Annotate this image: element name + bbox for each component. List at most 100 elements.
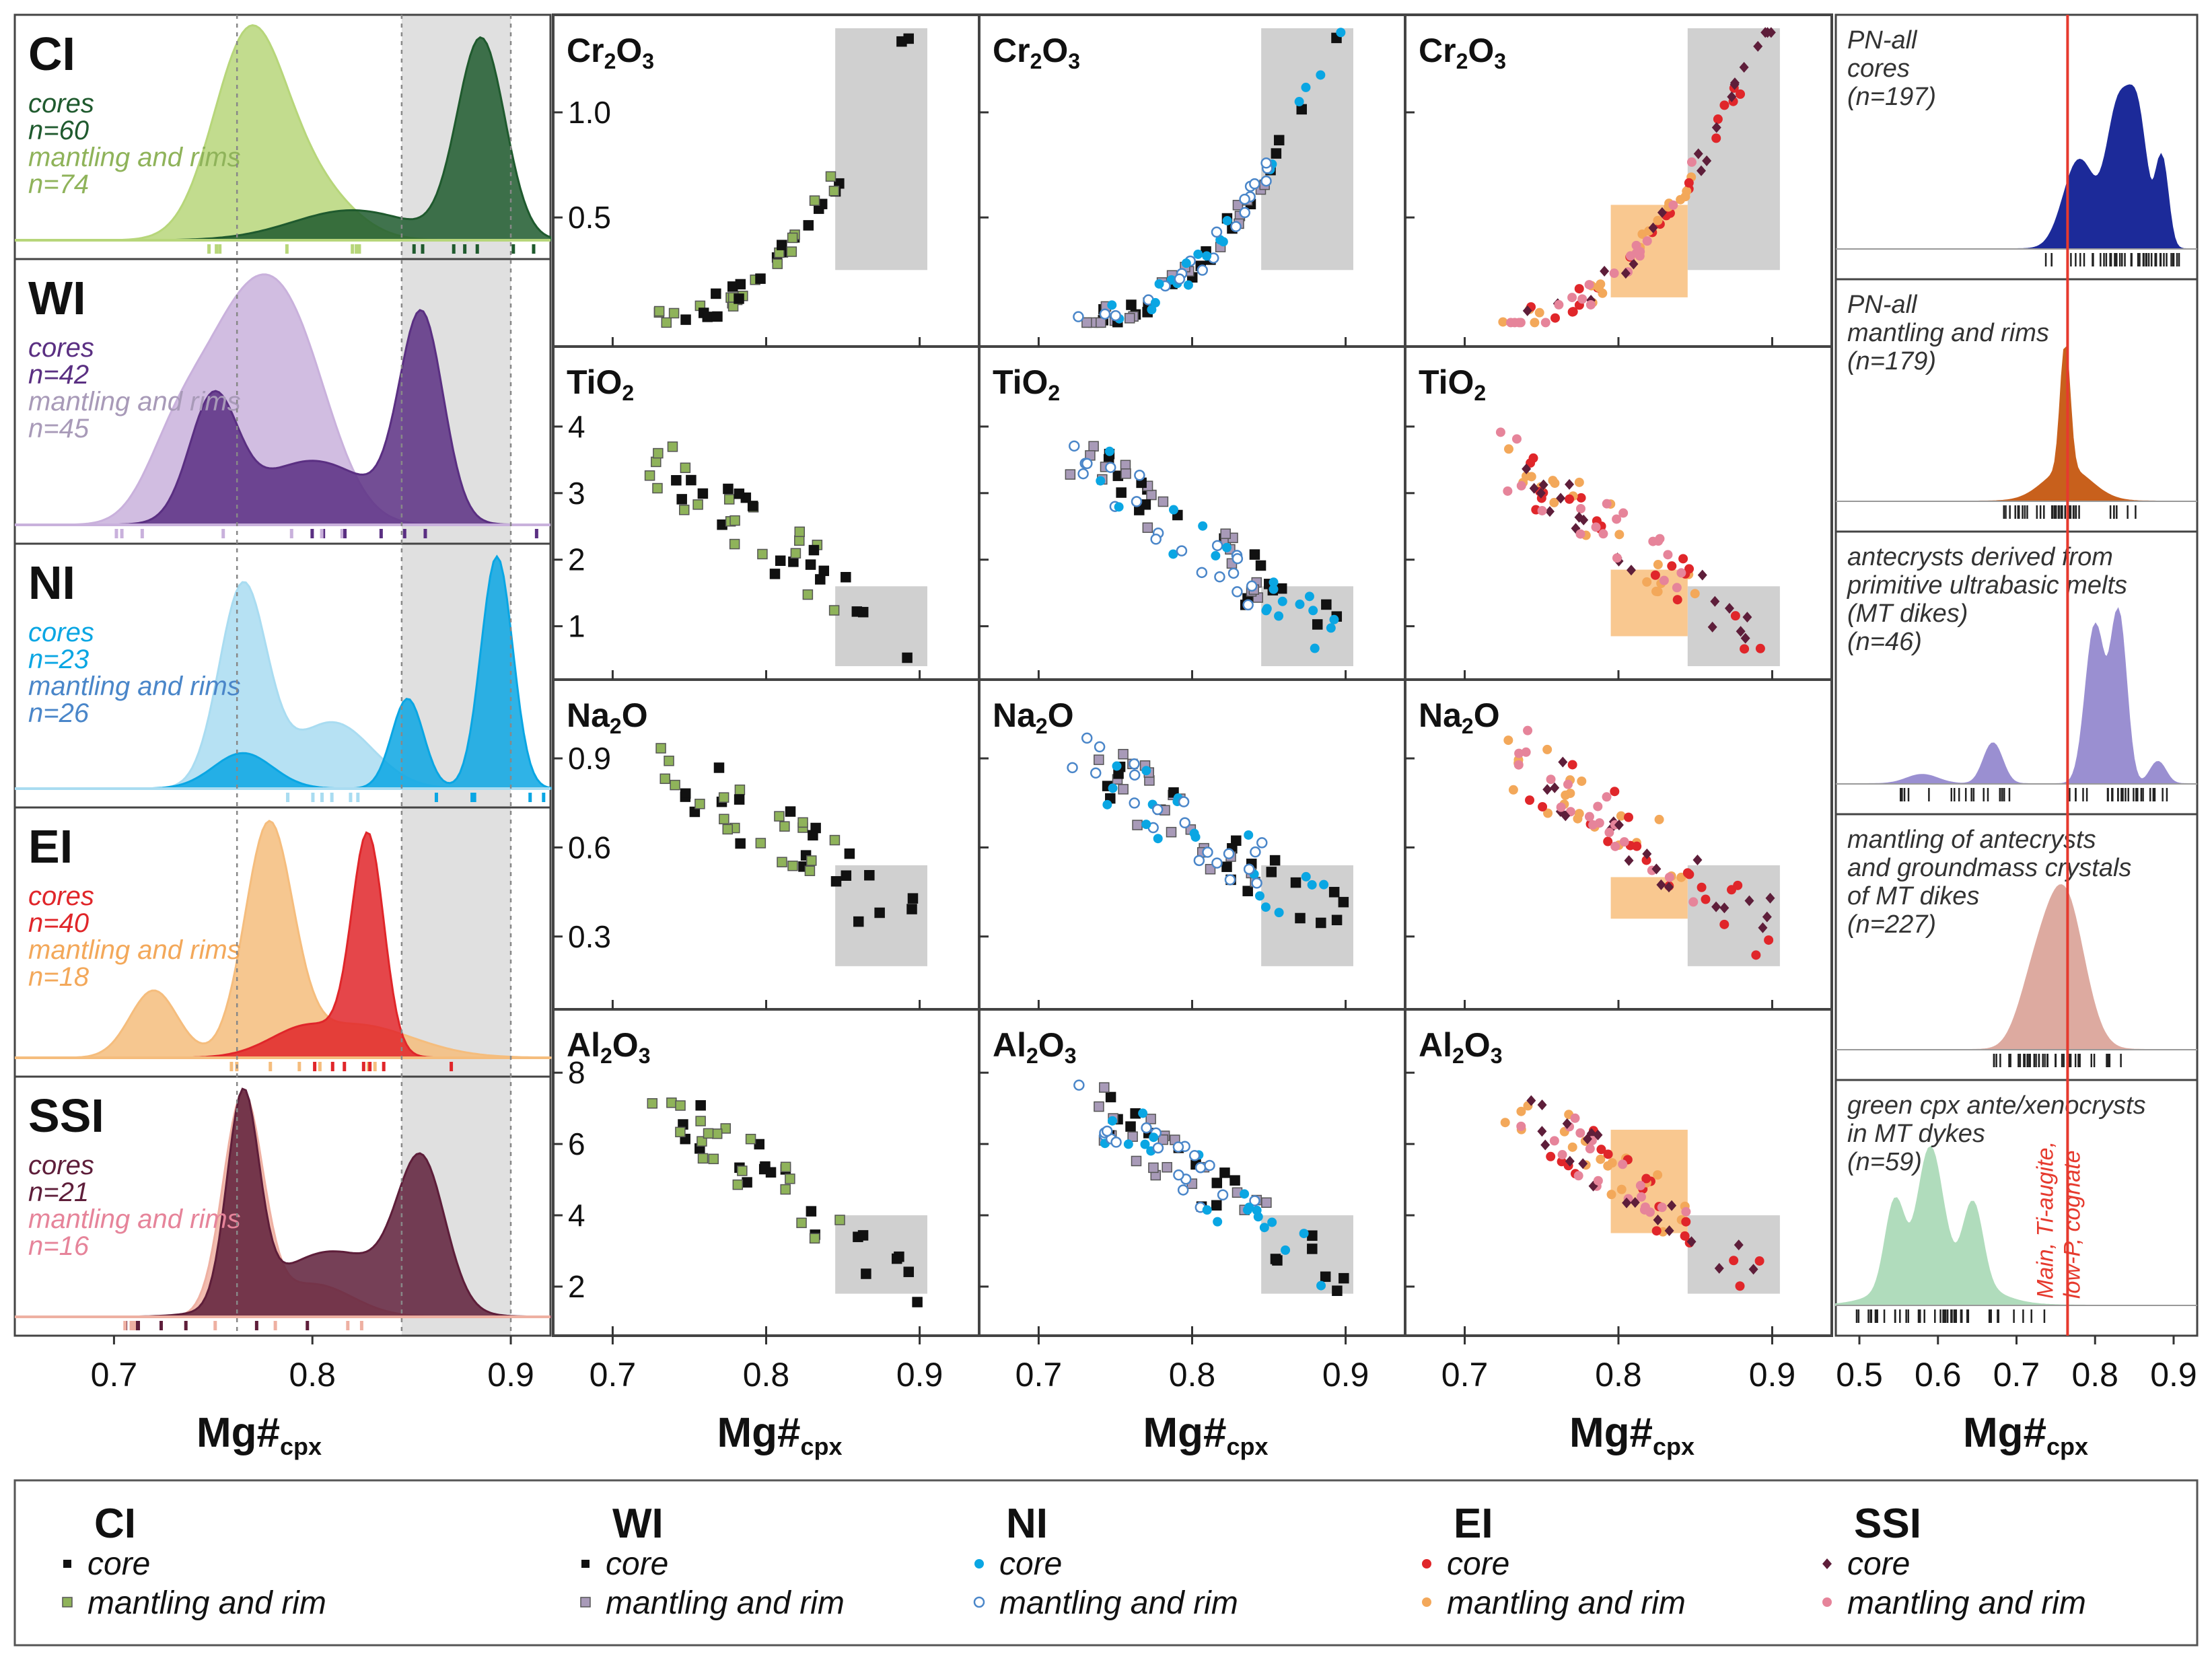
core-point xyxy=(1260,902,1271,912)
rim-point xyxy=(779,821,790,832)
rim-point xyxy=(1567,293,1577,303)
core-n-label: n=23 xyxy=(28,645,89,674)
rim-point xyxy=(1152,1142,1164,1154)
core-point xyxy=(1764,935,1774,945)
oxide-label-mid: O xyxy=(1042,32,1068,69)
rim-point xyxy=(1574,477,1584,487)
core-point xyxy=(1664,1225,1674,1237)
rim-point xyxy=(1616,811,1626,821)
oxide-subscript: 2 xyxy=(1030,49,1042,73)
core-label: cores xyxy=(28,1151,94,1180)
oxide-label: Al2O3 xyxy=(1419,1026,1503,1068)
rug-tick xyxy=(361,1062,365,1071)
oxide-label-mid: O xyxy=(1038,1026,1065,1064)
rim-point xyxy=(1176,545,1188,556)
core-point xyxy=(1332,1285,1343,1296)
core-point xyxy=(1667,1200,1677,1211)
core-point xyxy=(1762,27,1773,38)
core-point xyxy=(1620,268,1631,279)
core-point xyxy=(1733,880,1743,890)
x-tick-label: 0.9 xyxy=(2150,1356,2197,1394)
core-point xyxy=(841,870,852,881)
oxide-label-mid: O xyxy=(1468,32,1494,69)
core-point xyxy=(1556,493,1566,504)
legend-frame xyxy=(13,1479,2199,1647)
rim-point xyxy=(1211,226,1223,238)
core-point xyxy=(1576,493,1586,503)
rug-tick xyxy=(463,244,467,254)
core-point xyxy=(734,489,745,499)
rim-point xyxy=(1148,1162,1159,1174)
rim-n-label: n=45 xyxy=(28,414,90,443)
core-point xyxy=(1526,1095,1536,1106)
core-point xyxy=(1273,135,1285,146)
right-panel-label: mantling of antecrysts xyxy=(1847,826,2096,854)
core-point xyxy=(1650,570,1660,580)
rim-point xyxy=(1249,178,1260,190)
oxide-subscript: 2 xyxy=(1462,714,1474,738)
core-point xyxy=(1222,215,1232,225)
x-tick-label: 0.7 xyxy=(91,1356,138,1394)
x-axis-label-sub: cpx xyxy=(280,1433,322,1460)
core-point xyxy=(1138,1108,1148,1118)
core-point xyxy=(1104,446,1114,456)
rim-point xyxy=(1120,468,1131,479)
core-point xyxy=(1229,1175,1240,1186)
core-point xyxy=(1522,463,1532,474)
y-tick-label: 8 xyxy=(568,1055,585,1090)
rim-point xyxy=(757,548,768,560)
rim-point xyxy=(1179,817,1190,829)
rim-point xyxy=(734,784,746,795)
rim-point xyxy=(1653,1170,1663,1180)
rim-point xyxy=(1570,1113,1580,1123)
rug-tick xyxy=(359,1321,363,1330)
core-point xyxy=(1321,599,1332,610)
legend-code: EI xyxy=(1454,1501,1493,1547)
scatter-panel-ei-ssi-al: Al2O3 xyxy=(1405,1026,1780,1336)
core-point xyxy=(1561,810,1571,822)
core-point xyxy=(1626,565,1636,576)
rim-point xyxy=(1602,792,1612,802)
oxide-subscript: 3 xyxy=(1491,1044,1503,1068)
rim-point xyxy=(695,1116,706,1126)
core-point xyxy=(1558,756,1568,768)
rim-point xyxy=(732,1179,744,1190)
core-point xyxy=(1678,554,1688,564)
y-tick-label: 1 xyxy=(568,609,585,644)
right-panel-label: (n=46) xyxy=(1847,628,1922,656)
core-point xyxy=(1697,569,1707,581)
oxide-subscript: 2 xyxy=(1474,381,1486,405)
rim-point xyxy=(1081,317,1092,328)
core-point xyxy=(1140,499,1151,510)
core-point xyxy=(1610,787,1620,797)
x-tick-label: 0.7 xyxy=(590,1356,637,1394)
core-point xyxy=(1546,1151,1556,1161)
legend-core-marker xyxy=(1822,1558,1832,1569)
rug-tick xyxy=(412,244,416,254)
core-point xyxy=(1254,891,1264,901)
rim-point xyxy=(1593,801,1603,812)
core-point xyxy=(1711,133,1721,143)
core-point xyxy=(1565,494,1575,504)
oxide-label-mid: O xyxy=(616,32,642,69)
rug-tick xyxy=(254,1321,258,1330)
legend-rim-label: mantling and rim xyxy=(1847,1585,2086,1621)
core-point xyxy=(1567,760,1577,770)
core-point xyxy=(775,555,786,567)
core-point xyxy=(1684,869,1694,879)
rim-point xyxy=(666,1097,677,1108)
rim-point xyxy=(1503,735,1513,746)
core-point xyxy=(735,838,746,849)
right-panel-label: cores xyxy=(1847,55,1910,83)
oxide-label-mid: O xyxy=(622,696,648,734)
core-label: cores xyxy=(28,618,94,647)
core-point xyxy=(1734,1239,1744,1251)
core-point xyxy=(1657,207,1667,218)
rim-point xyxy=(1157,1134,1169,1145)
oxide-subscript: 2 xyxy=(1452,1044,1464,1068)
rim-point xyxy=(787,232,798,244)
core-point xyxy=(912,1297,923,1307)
rug-tick xyxy=(532,244,536,254)
